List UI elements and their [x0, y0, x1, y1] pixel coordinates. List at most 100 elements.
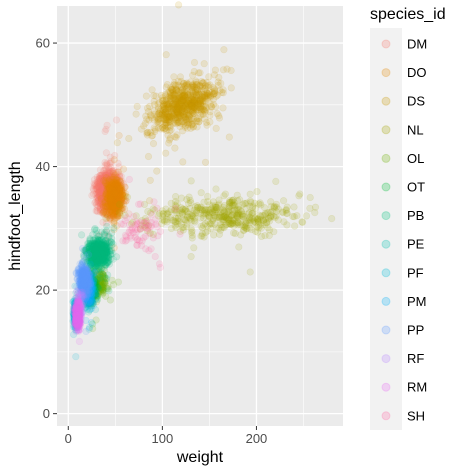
point	[104, 183, 112, 192]
point	[97, 195, 105, 203]
point	[110, 173, 118, 182]
point	[106, 180, 114, 189]
point	[110, 191, 118, 199]
point	[110, 181, 119, 189]
point	[212, 214, 220, 222]
point	[97, 177, 105, 185]
point	[283, 221, 291, 229]
point	[107, 193, 115, 201]
point	[233, 212, 241, 220]
point	[100, 192, 109, 200]
point	[103, 179, 111, 187]
point	[107, 182, 115, 190]
point	[125, 134, 133, 143]
point	[107, 190, 115, 198]
point	[104, 191, 113, 199]
point	[98, 194, 106, 202]
point	[95, 196, 103, 204]
point	[72, 353, 80, 361]
point	[98, 200, 107, 208]
point	[200, 60, 208, 68]
point	[98, 188, 107, 196]
point	[299, 218, 307, 226]
point	[97, 197, 105, 205]
point	[90, 226, 99, 234]
point	[92, 182, 100, 190]
point	[102, 190, 110, 198]
point	[111, 203, 120, 211]
point	[102, 194, 110, 202]
point	[114, 188, 122, 196]
point	[105, 185, 114, 193]
point	[227, 198, 235, 206]
point	[102, 177, 111, 185]
point	[104, 271, 112, 279]
point	[111, 197, 119, 206]
point	[103, 211, 111, 219]
point	[101, 190, 109, 198]
point	[102, 198, 110, 206]
point	[283, 209, 291, 218]
point	[197, 214, 205, 222]
point	[110, 194, 118, 202]
point	[99, 174, 108, 182]
point	[93, 173, 101, 181]
point	[221, 190, 229, 198]
point	[108, 196, 116, 204]
point	[102, 189, 110, 197]
point	[86, 305, 94, 314]
point	[106, 195, 114, 203]
point	[116, 197, 124, 205]
point	[104, 176, 112, 184]
point	[110, 217, 118, 225]
point	[105, 182, 113, 190]
point	[109, 180, 118, 188]
point	[104, 199, 112, 207]
point	[104, 186, 112, 194]
point	[116, 199, 124, 207]
point	[111, 190, 120, 198]
point	[98, 196, 106, 204]
point	[203, 78, 211, 87]
point	[104, 200, 112, 208]
point	[291, 222, 299, 230]
point	[107, 192, 115, 201]
point	[105, 204, 113, 212]
point	[101, 189, 110, 197]
point	[85, 245, 93, 253]
point	[98, 185, 106, 193]
point	[99, 186, 107, 194]
point	[114, 186, 122, 195]
point	[112, 194, 120, 203]
point	[113, 199, 122, 207]
point	[81, 272, 89, 280]
point	[123, 193, 132, 201]
point	[252, 227, 260, 235]
point	[265, 231, 273, 240]
point	[99, 193, 107, 201]
point	[215, 230, 224, 238]
point	[227, 66, 235, 75]
point	[100, 180, 108, 188]
point	[219, 86, 227, 94]
point	[104, 179, 113, 187]
point	[115, 209, 123, 217]
point	[104, 183, 112, 191]
point	[98, 208, 106, 216]
point	[98, 190, 106, 198]
point	[99, 258, 107, 266]
point	[109, 183, 118, 191]
point	[102, 186, 110, 194]
point	[106, 185, 114, 193]
point	[105, 186, 113, 194]
point	[153, 167, 161, 175]
point	[89, 190, 98, 198]
point	[104, 183, 113, 192]
point	[102, 184, 110, 192]
point	[97, 183, 105, 191]
point	[172, 116, 180, 124]
point	[72, 315, 80, 323]
point	[110, 178, 118, 186]
point	[212, 185, 220, 193]
point	[102, 203, 110, 211]
